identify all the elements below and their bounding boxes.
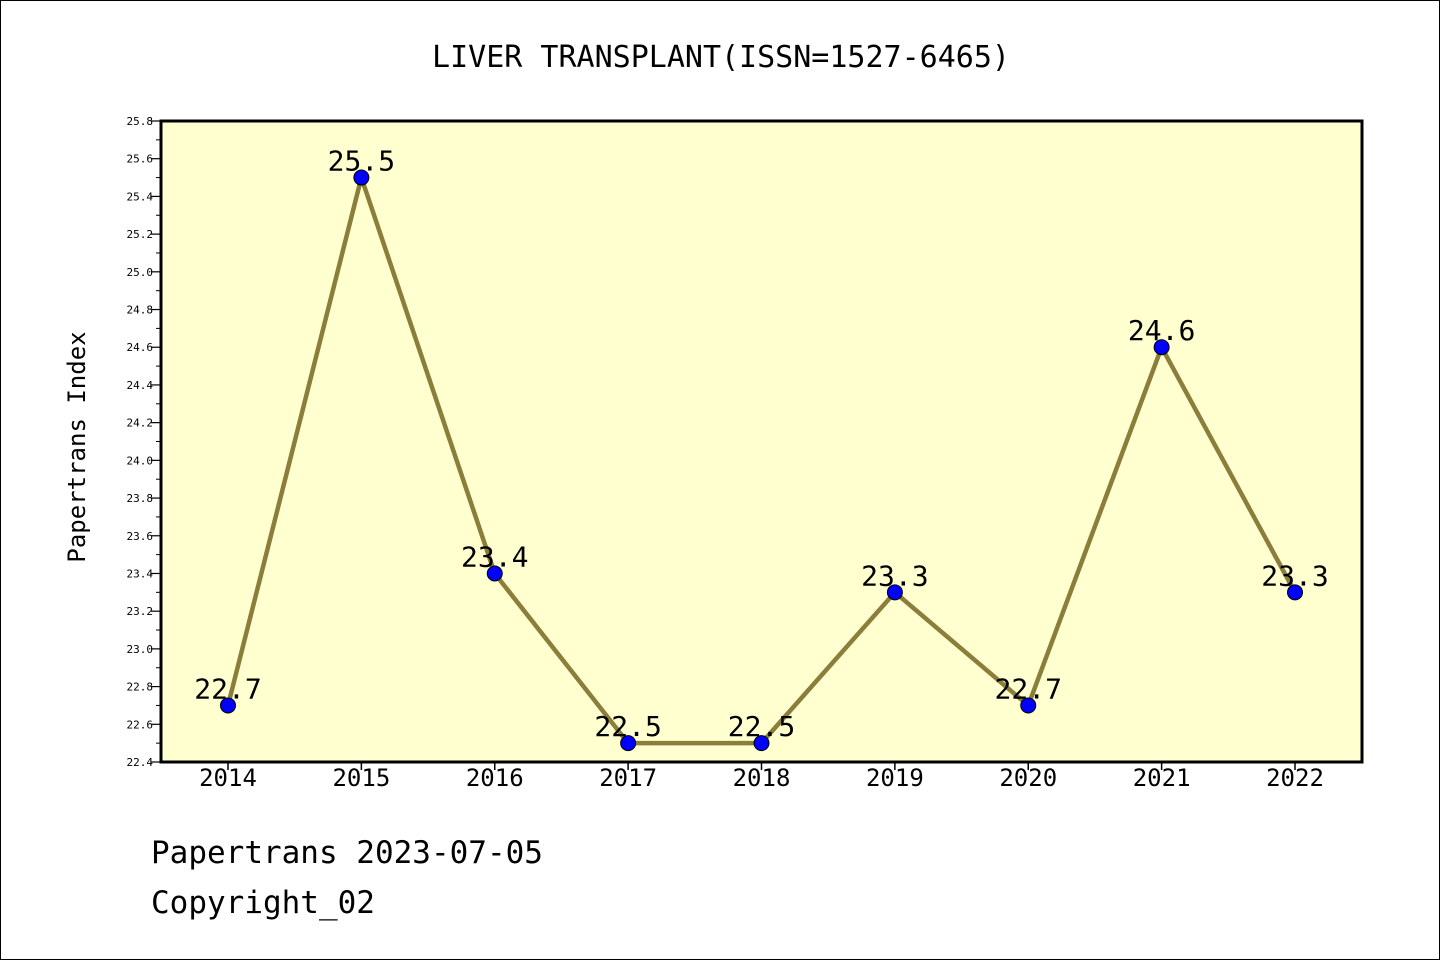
y-tick-label: 23.4	[127, 567, 154, 580]
data-point	[1287, 584, 1303, 601]
plot-border	[159, 119, 1364, 764]
y-tick-label: 23.2	[127, 605, 154, 618]
data-label: 23.3	[1261, 559, 1328, 592]
data-point	[220, 697, 236, 714]
data-point	[620, 735, 637, 752]
y-tick-label: 25.6	[127, 153, 154, 166]
data-label: 25.5	[328, 145, 395, 178]
x-tick-label: 2019	[866, 764, 924, 792]
series-layer: 22.7 25.5 23.4 22.5 22.5 23.3 22.7 24.6 23.3	[194, 145, 1329, 752]
y-tick-label: 22.4	[127, 756, 154, 769]
x-tick-label: 2016	[466, 764, 524, 792]
x-tick-label: 2017	[599, 764, 657, 792]
y-tick-label: 23.0	[127, 643, 154, 656]
data-label: 22.5	[728, 710, 795, 743]
axis-layer: 22.4 22.6 22.8 23.0 23.2 23.4 23.6 23.8 24.0 24.2…	[127, 115, 1324, 792]
y-tick-label: 24.6	[127, 341, 154, 354]
x-tick-label: 2018	[733, 764, 791, 792]
data-label: 22.7	[995, 672, 1062, 705]
data-point	[886, 584, 903, 601]
y-tick-label: 24.0	[127, 454, 154, 467]
x-tick-label: 2022	[1266, 764, 1324, 792]
data-label: 22.5	[594, 710, 661, 743]
data-point	[753, 735, 770, 752]
data-label: 23.4	[461, 540, 528, 573]
plot-area	[161, 121, 1362, 762]
y-tick-label: 25.8	[127, 115, 154, 128]
y-tick-label: 25.4	[127, 190, 154, 203]
data-point	[1153, 339, 1170, 356]
x-tick-label: 2015	[332, 764, 390, 792]
y-axis-label: Papertrans Index	[63, 331, 91, 562]
y-tick-label: 24.2	[127, 417, 154, 430]
footer-copyright: Copyright_02	[151, 885, 375, 921]
y-tick-label: 25.2	[127, 228, 154, 241]
data-label: 24.6	[1128, 314, 1195, 347]
y-tick-label: 23.8	[127, 492, 154, 505]
y-tick-label: 23.6	[127, 530, 154, 543]
y-tick-label: 22.8	[127, 681, 154, 694]
data-point	[486, 565, 503, 582]
y-tick-label: 22.6	[127, 718, 154, 731]
chart-title: LIVER TRANSPLANT(ISSN=1527-6465)	[432, 40, 1010, 75]
y-tick-label: 25.0	[127, 266, 154, 279]
data-point	[353, 169, 370, 186]
y-tick-label: 24.8	[127, 304, 154, 317]
footer-date: Papertrans 2023-07-05	[151, 835, 543, 871]
data-label: 22.7	[194, 672, 261, 705]
data-label: 23.3	[861, 559, 928, 592]
x-tick-label: 2014	[199, 764, 257, 792]
y-tick-label: 24.4	[127, 379, 154, 392]
data-point	[1020, 697, 1037, 714]
x-tick-label: 2020	[999, 764, 1057, 792]
x-tick-label: 2021	[1133, 764, 1191, 792]
